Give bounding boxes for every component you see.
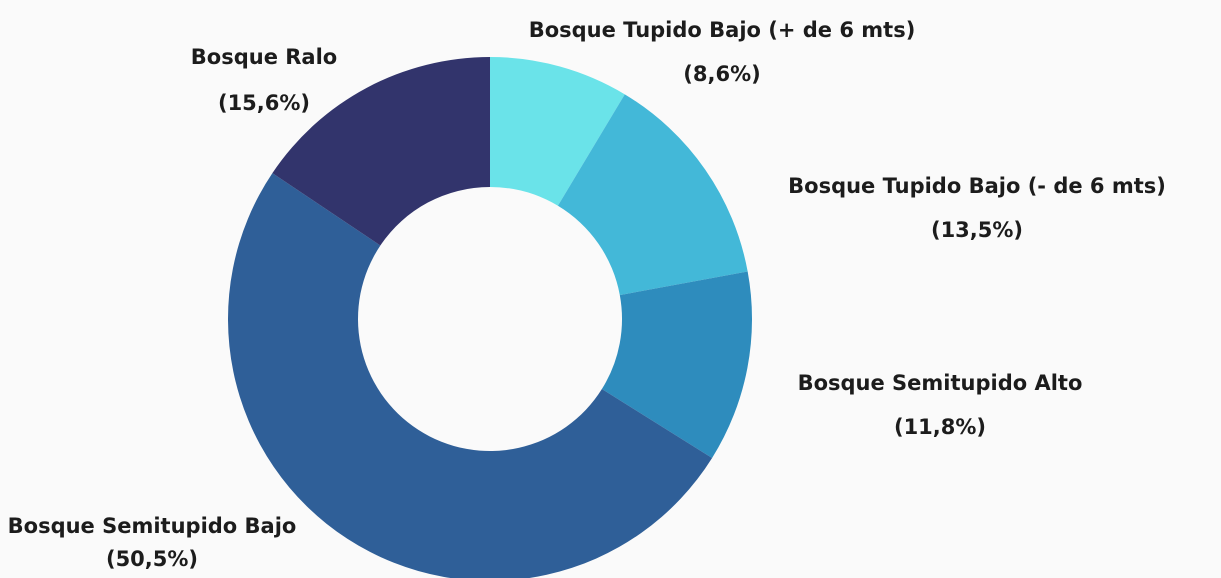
category-label: Bosque Tupido Bajo (- de 6 mts) <box>788 174 1166 198</box>
value-label: (8,6%) <box>683 62 761 86</box>
value-label: (11,8%) <box>893 415 987 439</box>
category-label: Bosque Ralo <box>190 45 338 69</box>
value-label: (13,5%) <box>930 218 1024 242</box>
donut-slice <box>557 94 748 296</box>
donut-slice <box>490 57 625 206</box>
value-label: (15,6%) <box>217 91 311 115</box>
donut-slice <box>272 57 490 246</box>
category-label: Bosque Semitupido Bajo <box>7 514 297 538</box>
donut-slice <box>601 271 753 458</box>
slice-label: Bosque Semitupido Bajo (50,5%) <box>2 510 302 576</box>
slice-label: Bosque Tupido Bajo (- de 6 mts) (13,5%) <box>727 164 1221 252</box>
category-label: Bosque Semitupido Alto <box>797 371 1083 395</box>
donut-slice <box>228 173 713 578</box>
slice-label: Bosque Ralo (15,6%) <box>114 34 414 126</box>
slice-label: Bosque Tupido Bajo (+ de 6 mts) (8,6%) <box>492 8 952 96</box>
slice-label: Bosque Semitupido Alto (11,8%) <box>740 361 1140 449</box>
value-label: (50,5%) <box>105 547 199 571</box>
category-label: Bosque Tupido Bajo (+ de 6 mts) <box>528 18 916 42</box>
